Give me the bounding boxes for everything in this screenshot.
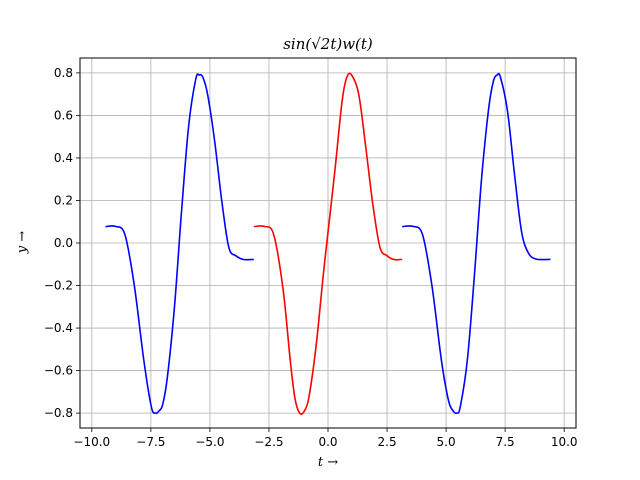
x-tick-label: −5.0 bbox=[195, 435, 224, 449]
y-tick-label: −0.8 bbox=[44, 406, 73, 420]
x-tick-label: −7.5 bbox=[136, 435, 165, 449]
y-tick-label: 0.8 bbox=[54, 66, 73, 80]
x-axis-ticks: −10.0 −7.5 −5.0 −2.5 0.0 2.5 5.0 7.5 10.0 bbox=[73, 428, 578, 449]
x-tick-label: −2.5 bbox=[254, 435, 283, 449]
x-axis-label: t → bbox=[318, 455, 338, 470]
x-tick-label: 0.0 bbox=[318, 435, 337, 449]
grid bbox=[80, 58, 576, 428]
x-tick-label: −10.0 bbox=[73, 435, 110, 449]
x-tick-label: 7.5 bbox=[496, 435, 515, 449]
y-tick-label: −0.6 bbox=[44, 364, 73, 378]
chart-title: sin(√2t)w(t) bbox=[283, 35, 373, 53]
x-tick-label: 2.5 bbox=[378, 435, 397, 449]
y-axis-ticks: −0.8 −0.6 −0.4 −0.2 0.0 0.2 0.4 0.6 0.8 bbox=[44, 66, 80, 420]
x-tick-label: 5.0 bbox=[437, 435, 456, 449]
series-line-2 bbox=[253, 72, 403, 415]
series-line-1 bbox=[105, 73, 254, 415]
y-tick-label: 0.4 bbox=[54, 151, 73, 165]
series-line-3 bbox=[402, 72, 551, 415]
y-tick-label: −0.2 bbox=[44, 279, 73, 293]
x-tick-label: 10.0 bbox=[551, 435, 578, 449]
y-tick-label: −0.4 bbox=[44, 321, 73, 335]
y-tick-label: 0.6 bbox=[54, 108, 73, 122]
series-layer bbox=[105, 72, 551, 415]
y-axis-label: y → bbox=[15, 231, 30, 254]
y-tick-label: 0.0 bbox=[54, 236, 73, 250]
y-tick-label: 0.2 bbox=[54, 193, 73, 207]
